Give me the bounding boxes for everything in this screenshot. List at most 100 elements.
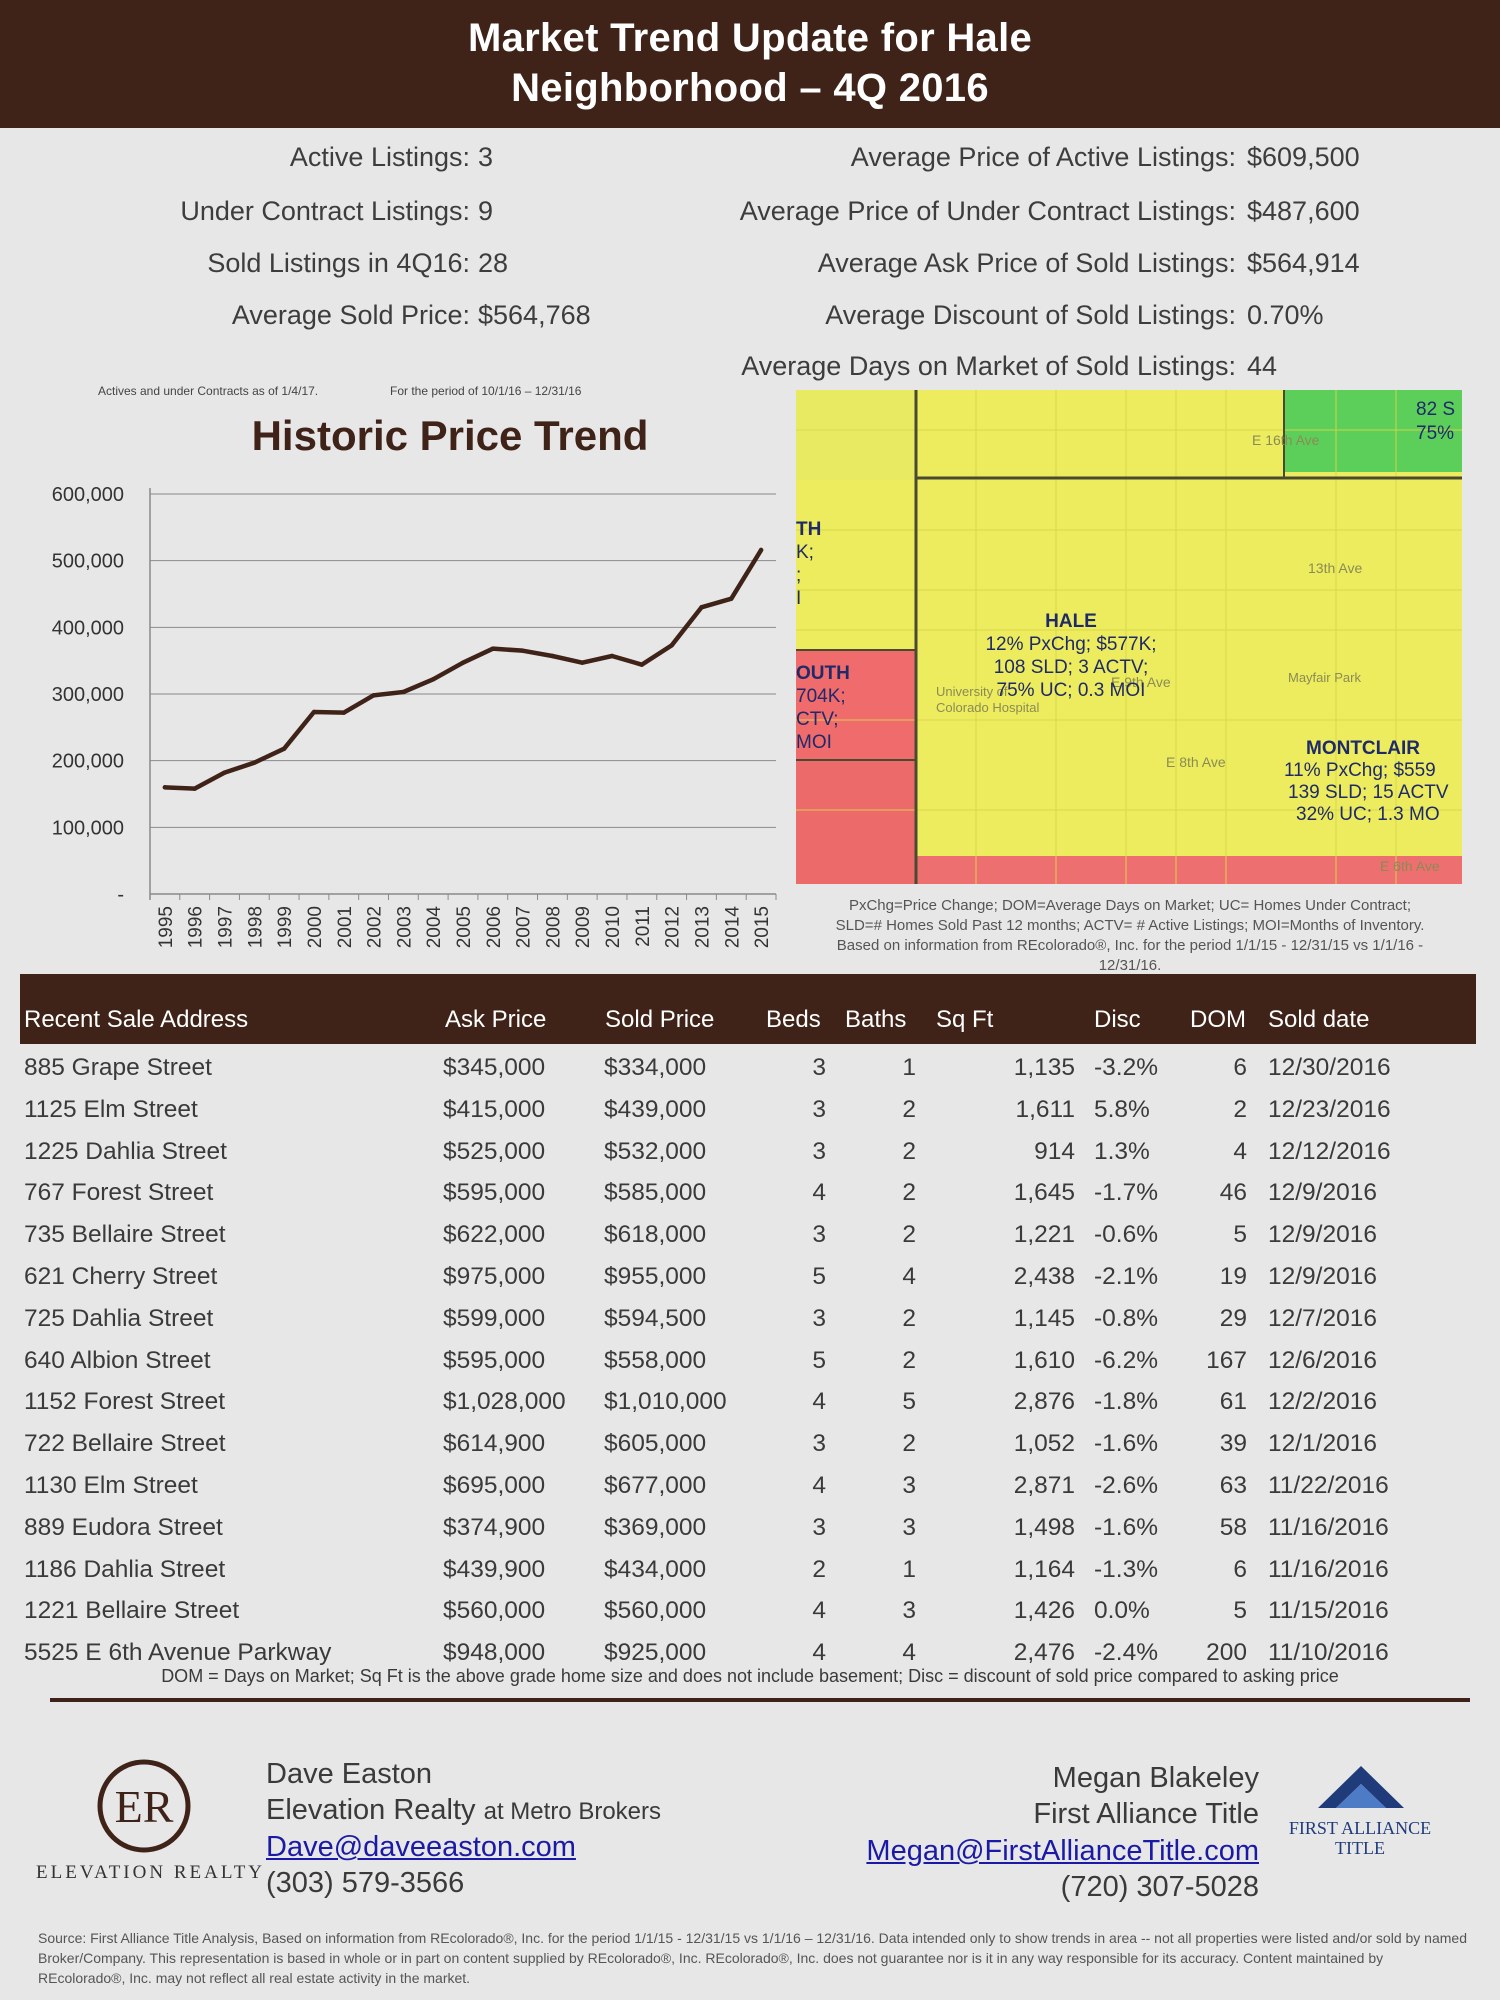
x-tick-label: 2002 [365, 906, 386, 948]
col-header-dom: DOM [1190, 1006, 1246, 1033]
cell-sqft: 2,876 [1013, 1388, 1075, 1416]
cell-dom: 63 [1219, 1472, 1247, 1499]
title-rep-email-line: Megan@FirstAllianceTitle.com [866, 1833, 1259, 1869]
cell-sold: $618,000 [604, 1221, 707, 1249]
cell-sold: $439,000 [604, 1095, 707, 1123]
cell-address: 1125 Elm Street [24, 1095, 198, 1123]
x-tick-label: 1995 [156, 906, 177, 948]
cell-beds: 4 [812, 1388, 826, 1416]
agent-email-line: Dave@daveeaston.com [266, 1829, 576, 1865]
divider [50, 1698, 1470, 1702]
note-period: For the period of 10/1/16 – 12/31/16 [390, 384, 582, 398]
stat-value: $609,500 [1247, 142, 1360, 172]
region-label-south: OUTH 704K; CTV; MOI [796, 662, 850, 754]
cell-dom: 19 [1219, 1263, 1247, 1290]
x-tick-label: 2006 [484, 906, 505, 948]
cell-dom: 61 [1219, 1388, 1247, 1416]
title-rep-company: First Alliance Title [1033, 1798, 1259, 1830]
cell-date: 12/6/2016 [1268, 1346, 1377, 1374]
cell-address: 722 Bellaire Street [24, 1430, 226, 1458]
stat-avg-ask-price: Average Ask Price of Sold Listings: [500, 248, 1236, 282]
cell-sold: $369,000 [604, 1513, 707, 1541]
agent-company-suffix: at Metro Brokers [483, 1798, 662, 1825]
title-rep-email-link[interactable]: Megan@FirstAllianceTitle.com [866, 1835, 1259, 1867]
cell-sold: $1,010,000 [604, 1388, 727, 1416]
stat-sold-listings: Sold Listings in 4Q16: [0, 248, 470, 282]
cell-address: 725 Dahlia Street [24, 1304, 214, 1332]
region-stat: K; [796, 542, 814, 563]
cell-beds: 3 [812, 1137, 826, 1165]
data-point [311, 709, 317, 715]
neighborhood-map: E 16th Ave 13th Ave E 9th Ave E 8th Ave … [796, 390, 1462, 884]
cell-disc: -1.8% [1094, 1388, 1159, 1416]
cell-disc: -0.8% [1094, 1304, 1159, 1332]
cell-sold: $955,000 [604, 1263, 707, 1290]
page-title-line1: Market Trend Update for Hale [467, 16, 1033, 60]
cell-baths: 4 [902, 1263, 916, 1290]
cell-baths: 2 [902, 1221, 916, 1249]
stat-avg-dom: Average Days on Market of Sold Listings: [500, 351, 1236, 385]
table-row: 621 Cherry Street $975,000 $955,000 5 4 2,438… [0, 1261, 1500, 1303]
cell-address: 5525 E 6th Avenue Parkway [24, 1639, 332, 1667]
elevation-realty-logo-icon: ER [97, 1759, 191, 1853]
stat-label: Active Listings: [289, 142, 470, 172]
stat-value: 9 [478, 196, 494, 226]
x-tick-label: 2014 [722, 906, 743, 949]
cell-baths: 4 [902, 1639, 916, 1667]
table-row: 1186 Dahlia Street $439,900 $434,000 2 1 1,16… [0, 1554, 1500, 1596]
cell-dom: 4 [1233, 1137, 1247, 1165]
stat-label: Average Discount of Sold Listings: [825, 300, 1236, 330]
stat-value: 44 [1247, 351, 1278, 381]
cell-baths: 2 [902, 1179, 916, 1207]
x-tick-label: 1996 [186, 906, 207, 948]
col-header-disc: Disc [1094, 1006, 1141, 1033]
cell-ask: $599,000 [443, 1304, 546, 1332]
cell-address: 1186 Dahlia Street [24, 1555, 226, 1583]
region-stat: 82 S [1416, 399, 1456, 420]
cell-disc: -1.7% [1094, 1179, 1159, 1207]
table-header-bar [20, 974, 1476, 1044]
cell-ask: $622,000 [443, 1221, 546, 1249]
region-stat: 75% [1416, 423, 1455, 444]
title-rep-name: Megan Blakeley [1052, 1762, 1259, 1794]
region-stat: 32% UC; 1.3 MO [1296, 804, 1440, 825]
x-tick-label: 2010 [603, 906, 624, 948]
stat-value: $487,600 [1247, 196, 1360, 226]
table-row: 885 Grape Street $345,000 $334,000 3 1 1,135-… [0, 1052, 1500, 1094]
cell-disc: -3.2% [1094, 1054, 1159, 1081]
data-point [550, 653, 555, 659]
region-label-topright: 82 S 75% [1416, 398, 1455, 446]
cell-sold: $585,000 [604, 1179, 707, 1207]
chart-title: Historic Price Trend [251, 412, 649, 459]
cell-dom: 46 [1219, 1179, 1247, 1207]
cell-sold: $605,000 [604, 1430, 707, 1458]
cell-disc: 1.3% [1094, 1137, 1150, 1165]
x-tick-label: 2012 [663, 906, 684, 948]
agent-email-link[interactable]: Dave@daveeaston.com [266, 1831, 576, 1863]
data-point [341, 710, 346, 715]
region-stat: 12% PxChg; $577K; [985, 634, 1157, 655]
cell-beds: 4 [812, 1179, 826, 1207]
data-point [162, 785, 168, 790]
cell-ask: $439,900 [443, 1555, 546, 1583]
x-tick-label: 2015 [752, 906, 773, 948]
agent-phone: (303) 579-3566 [266, 1867, 465, 1899]
cell-dom: 29 [1219, 1304, 1247, 1332]
x-tick-label: 2000 [305, 906, 326, 948]
svg-text:ER: ER [115, 1781, 174, 1832]
col-header-ask: Ask Price [445, 1006, 547, 1033]
stat-label: Average Price of Under Contract Listings… [739, 196, 1236, 226]
cell-address: 885 Grape Street [24, 1054, 212, 1081]
y-tick-label: 600,000 [52, 484, 124, 506]
x-tick-label: 2004 [424, 906, 445, 949]
col-header-address: Recent Sale Address [24, 1006, 249, 1033]
cell-sqft: 1,611 [1015, 1095, 1076, 1123]
cell-date: 11/16/2016 [1268, 1555, 1389, 1583]
cell-sqft: 2,871 [1013, 1472, 1075, 1499]
cell-beds: 3 [812, 1430, 826, 1458]
cell-ask: $948,000 [443, 1639, 546, 1667]
data-point [430, 677, 436, 682]
page-header: Market Trend Update for Hale Neighborhoo… [0, 0, 1500, 128]
region-stat: 11% PxChg; $559 [1284, 760, 1436, 781]
region-name: HALE [1045, 611, 1097, 632]
